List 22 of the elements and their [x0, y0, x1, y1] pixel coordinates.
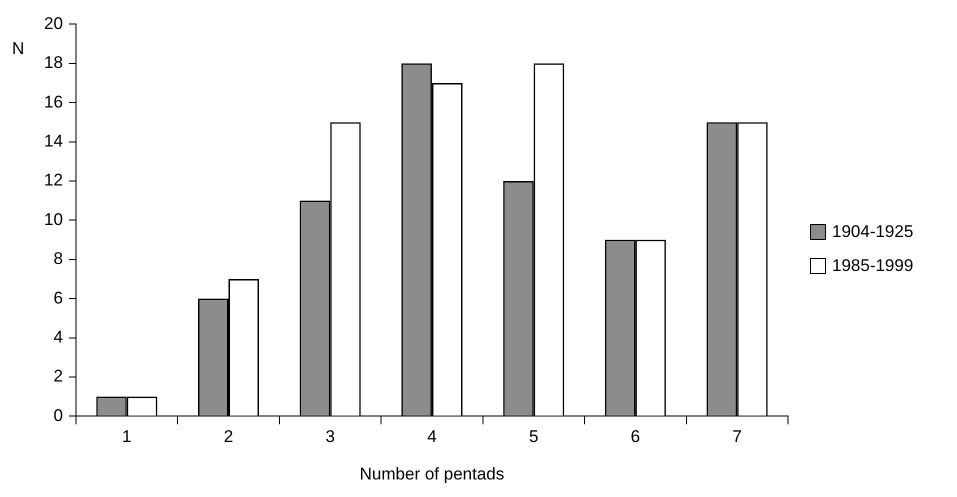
y-tick-label: 6 [53, 288, 63, 308]
x-tick-label: 3 [325, 427, 335, 446]
y-tick-label: 20 [44, 14, 63, 33]
y-tick-label: 2 [53, 366, 63, 386]
y-tick-label: 0 [53, 406, 63, 425]
y-axis-title: N [12, 39, 24, 58]
x-tick-label: 7 [732, 427, 742, 446]
x-tick-label: 4 [427, 427, 437, 446]
y-tick-label: 16 [44, 92, 63, 112]
legend-label: 1904-1925 [832, 222, 914, 242]
x-tick-label: 1 [122, 427, 132, 446]
x-tick-label: 2 [224, 427, 234, 446]
y-tick-label: 18 [44, 53, 63, 72]
y-tick-label: 12 [44, 170, 63, 190]
text: 1985-1999 [832, 256, 914, 276]
y-tick-label: 14 [44, 131, 63, 150]
y-tick-label: 4 [53, 327, 63, 346]
x-tick-label: 5 [528, 427, 538, 446]
x-axis-title: Number of pentads [360, 464, 504, 484]
y-tick-label: 10 [44, 210, 63, 229]
y-tick-label: 8 [53, 249, 63, 268]
x-tick-label: 6 [630, 427, 640, 446]
